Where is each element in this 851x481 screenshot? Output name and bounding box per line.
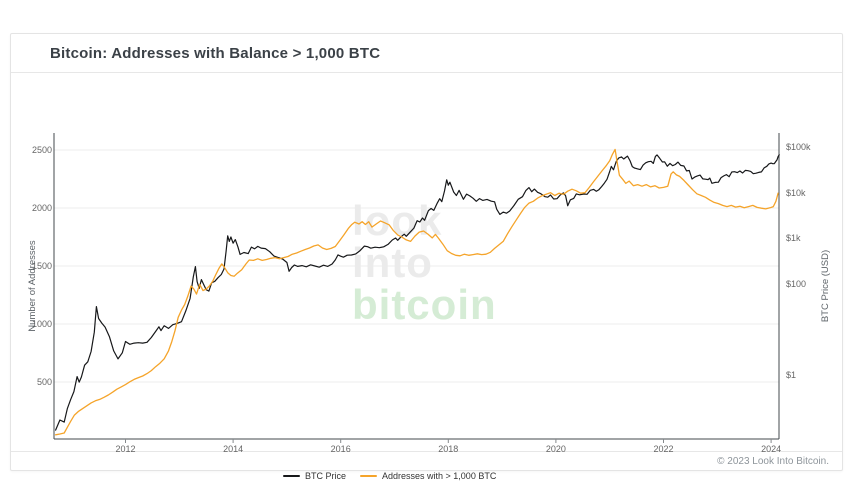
y-axis-right-title: BTC Price (USD) <box>820 249 831 323</box>
card-header: Bitcoin: Addresses with Balance > 1,000 … <box>11 34 842 73</box>
y-right-tick-label-$10k: $10k <box>786 187 806 198</box>
btc-price-line[interactable] <box>55 154 780 431</box>
legend-item-btc-price[interactable]: BTC Price <box>283 471 346 481</box>
legend-line-swatch-addresses <box>360 475 378 477</box>
x-tick-label-2016: 2016 <box>330 444 351 454</box>
y-right-tick-label-$1k: $1k <box>786 233 801 243</box>
y-right-tick-label-$100: $100 <box>786 278 807 289</box>
x-tick-label-2018: 2018 <box>438 444 459 454</box>
legend-label-btc-price: BTC Price <box>305 471 347 481</box>
y-axis-left-title: Number of Addresses <box>27 240 38 332</box>
x-tick-label-2020: 2020 <box>545 444 566 454</box>
legend: BTC Price Addresses with > 1,000 BTC <box>283 471 496 481</box>
y-right-tick-label-$100k: $100k <box>786 142 811 152</box>
x-tick-label-2022: 2022 <box>653 444 674 454</box>
watermark-line-bitcoin: bitcoin <box>352 281 497 328</box>
x-tick-label-2014: 2014 <box>223 444 244 454</box>
watermark-line-into: into <box>352 239 433 286</box>
y-left-tick-label-2000: 2000 <box>31 203 52 213</box>
copyright-text: © 2023 Look Into Bitcoin. <box>717 456 829 467</box>
y-left-tick-label-1500: 1500 <box>31 261 52 271</box>
legend-line-swatch-btc <box>283 475 300 477</box>
addresses-line[interactable] <box>54 148 779 436</box>
y-left-tick-label-500: 500 <box>36 377 52 387</box>
series-layer <box>54 148 780 436</box>
x-tick-label-2012: 2012 <box>115 444 136 454</box>
y-right-tick-label-$1: $1 <box>786 369 797 380</box>
legend-label-addresses: Addresses with > 1,000 BTC <box>382 471 497 481</box>
y-left-tick-label-1000: 1000 <box>31 319 52 329</box>
x-tick-label-2024: 2024 <box>761 444 782 454</box>
legend-item-addresses[interactable]: Addresses with > 1,000 BTC <box>360 471 496 481</box>
chart-card: Bitcoin: Addresses with Balance > 1,000 … <box>10 33 843 481</box>
y-left-tick-label-2500: 2500 <box>31 145 52 155</box>
chart-container[interactable]: look into bitcoin 2500 2000 1500 1000 500 $10… <box>11 73 842 481</box>
chart-title: Bitcoin: Addresses with Balance > 1,000 … <box>50 44 381 62</box>
watermark: look into bitcoin <box>352 200 497 326</box>
card-footer: © 2023 Look Into Bitcoin. <box>11 451 842 470</box>
